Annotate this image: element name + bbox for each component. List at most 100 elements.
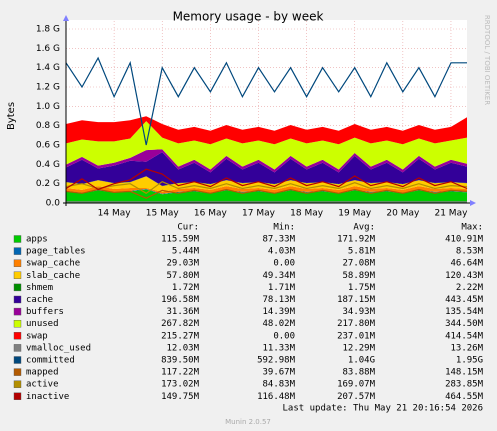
legend-value: 78.13M bbox=[262, 295, 295, 305]
y-tick-label: 1.4 G bbox=[36, 63, 60, 73]
side-label: RRDTOOL / TOBI OETIKER bbox=[483, 15, 491, 105]
legend-value: 11.33M bbox=[262, 343, 295, 353]
legend-value: 149.75M bbox=[161, 392, 200, 402]
legend-value: 4.03M bbox=[268, 247, 296, 257]
area-series bbox=[66, 149, 467, 173]
legend-value: 1.95G bbox=[456, 356, 483, 366]
legend-swatch bbox=[13, 344, 22, 352]
legend-label: buffers bbox=[26, 307, 64, 317]
legend-value: 443.45M bbox=[445, 295, 484, 305]
legend-label: mapped bbox=[26, 368, 59, 378]
legend-value: 5.81M bbox=[348, 247, 376, 257]
legend-value: 116.48M bbox=[257, 392, 296, 402]
legend-value: 5.44M bbox=[172, 247, 200, 257]
legend-value: 171.92M bbox=[337, 235, 376, 245]
legend-label: page_tables bbox=[26, 247, 86, 257]
legend-swatch bbox=[13, 332, 22, 340]
line-series bbox=[65, 181, 468, 195]
legend-swatch bbox=[13, 307, 22, 316]
legend-swatch bbox=[13, 235, 22, 243]
legend-swatch bbox=[13, 283, 22, 292]
legend-value: 8.53M bbox=[456, 247, 484, 257]
legend-value: 120.43M bbox=[445, 271, 484, 281]
line-series bbox=[65, 168, 468, 191]
legend-value: 13.26M bbox=[450, 343, 483, 353]
legend-value: 39.67M bbox=[262, 368, 295, 378]
legend-value: 31.36M bbox=[166, 307, 199, 317]
line-series bbox=[65, 188, 468, 199]
legend-value: 215.27M bbox=[161, 331, 200, 341]
legend-swatch bbox=[13, 295, 22, 304]
y-axis-label: Bytes bbox=[6, 102, 17, 130]
legend-swatch bbox=[13, 356, 22, 364]
area-series bbox=[66, 116, 467, 145]
legend-label: active bbox=[26, 380, 59, 390]
x-tick-label: 14 May bbox=[98, 209, 132, 219]
y-tick-label: 1.0 G bbox=[36, 102, 60, 112]
legend-value: 83.88M bbox=[342, 368, 375, 378]
legend-label: vmalloc_used bbox=[26, 343, 91, 353]
legend-value: 217.80M bbox=[337, 319, 376, 329]
legend-value: 34.93M bbox=[342, 307, 375, 317]
legend-value: 29.03M bbox=[166, 259, 199, 269]
x-tick-label: 18 May bbox=[290, 209, 324, 219]
legend-header: Min: bbox=[273, 223, 295, 233]
legend-value: 839.50M bbox=[161, 356, 200, 366]
legend-value: 48.02M bbox=[262, 319, 295, 329]
legend-value: 58.89M bbox=[342, 271, 375, 281]
legend-value: 2.22M bbox=[456, 283, 484, 293]
legend-value: 187.15M bbox=[337, 295, 376, 305]
legend-value: 0.00 bbox=[273, 331, 295, 341]
legend-value: 592.98M bbox=[257, 356, 296, 366]
legend-value: 49.34M bbox=[262, 271, 295, 281]
legend-header: Cur: bbox=[177, 223, 199, 233]
legend-value: 414.54M bbox=[445, 331, 484, 341]
area-series bbox=[66, 121, 467, 170]
legend-header: Max: bbox=[461, 223, 483, 233]
legend-label: swap_cache bbox=[26, 259, 80, 269]
legend-label: cache bbox=[26, 295, 53, 305]
legend-label: committed bbox=[26, 356, 75, 366]
x-axis-arrow bbox=[470, 200, 476, 206]
legend-value: 27.08M bbox=[342, 259, 375, 269]
legend-value: 46.64M bbox=[450, 259, 483, 269]
area-series bbox=[66, 186, 467, 194]
y-tick-label: 1.8 G bbox=[36, 25, 60, 35]
legend-label: inactive bbox=[26, 392, 69, 402]
legend-value: 57.80M bbox=[166, 271, 199, 281]
footer: Munin 2.0.57 bbox=[225, 418, 271, 426]
legend-value: 344.50M bbox=[445, 319, 484, 329]
y-tick-label: 1.2 G bbox=[36, 83, 60, 93]
legend-swatch bbox=[13, 259, 22, 267]
y-tick-label: 0.8 G bbox=[36, 121, 60, 131]
x-tick-label: 17 May bbox=[242, 209, 276, 219]
legend-value: 84.83M bbox=[262, 380, 295, 390]
y-axis-arrow bbox=[63, 15, 69, 21]
x-tick-label: 16 May bbox=[194, 209, 228, 219]
legend-value: 169.07M bbox=[337, 380, 376, 390]
legend-swatch bbox=[13, 380, 22, 388]
legend-value: 135.54M bbox=[445, 307, 484, 317]
legend-value: 14.39M bbox=[262, 307, 295, 317]
legend-label: unused bbox=[26, 319, 59, 329]
legend-value: 207.57M bbox=[337, 392, 376, 402]
legend-value: 173.02M bbox=[161, 380, 200, 390]
x-tick-label: 19 May bbox=[338, 209, 372, 219]
legend-value: 0.00 bbox=[273, 259, 295, 269]
legend-value: 464.55M bbox=[445, 392, 484, 402]
y-tick-label: 0.2 G bbox=[36, 179, 60, 189]
legend-swatch bbox=[13, 392, 22, 400]
x-tick-label: 15 May bbox=[146, 209, 180, 219]
legend-value: 283.85M bbox=[445, 380, 484, 390]
legend-swatch bbox=[13, 368, 22, 376]
legend-value: 1.72M bbox=[172, 283, 200, 293]
legend-value: 12.29M bbox=[342, 343, 375, 353]
legend-swatch bbox=[13, 320, 22, 328]
legend-label: apps bbox=[26, 235, 48, 245]
x-tick-label: 20 May bbox=[386, 209, 420, 219]
y-tick-label: 0.4 G bbox=[36, 160, 60, 170]
legend-value: 1.75M bbox=[348, 283, 376, 293]
legend-swatch bbox=[13, 247, 22, 255]
line-series bbox=[65, 56, 467, 146]
legend-value: 1.71M bbox=[268, 283, 296, 293]
